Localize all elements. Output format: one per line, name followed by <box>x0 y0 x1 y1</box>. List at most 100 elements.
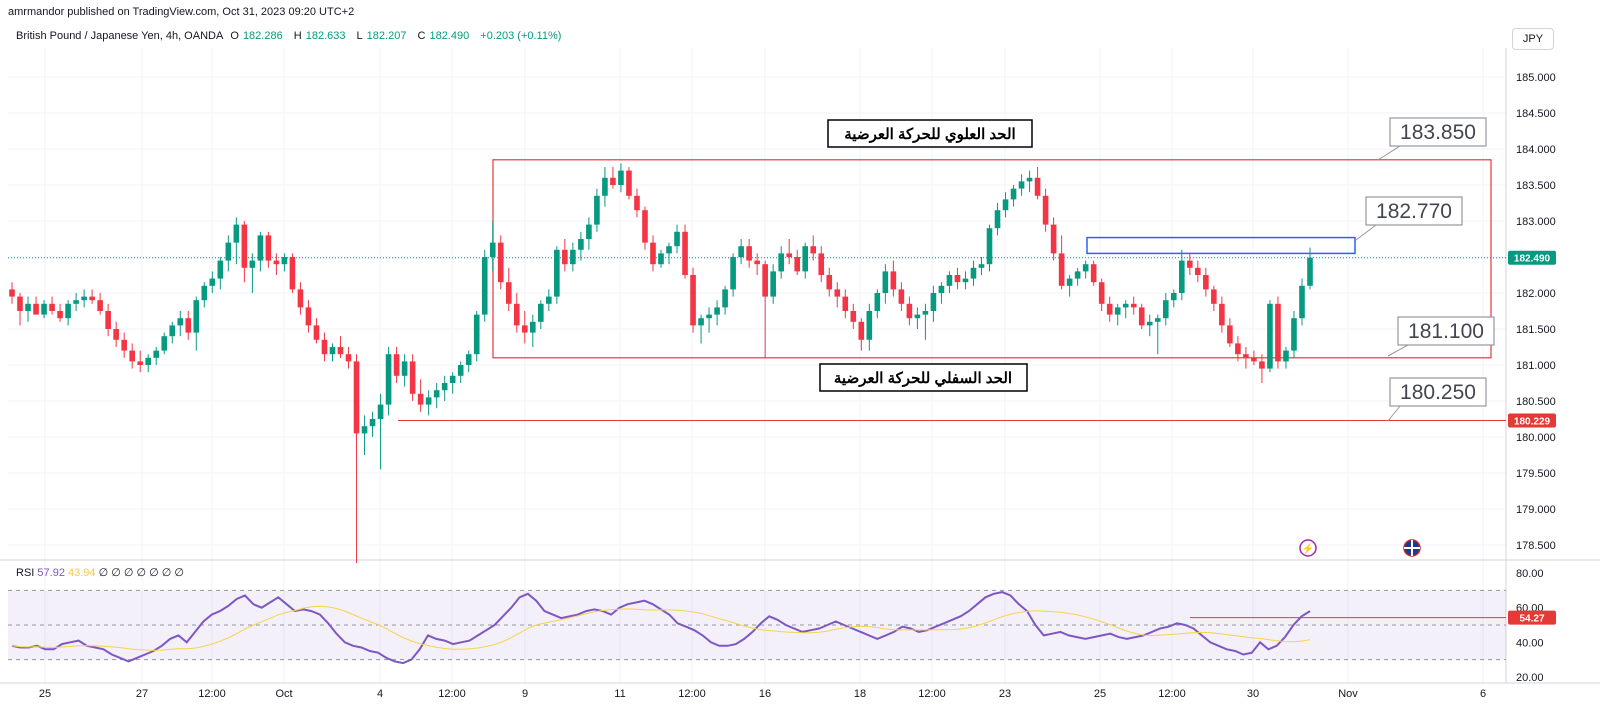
candle-body <box>1018 181 1025 189</box>
candle-body <box>938 285 945 293</box>
candle-body <box>409 361 416 394</box>
candle-body <box>906 303 913 319</box>
candle-body <box>626 170 632 196</box>
candle-body <box>1227 325 1233 344</box>
candle-body <box>1307 257 1313 286</box>
candle-body <box>770 271 776 297</box>
ohlc-low: L 182.207 <box>356 30 407 42</box>
candle-body <box>794 257 801 272</box>
time-tick-label: 12:00 <box>198 688 226 700</box>
rsi-tick-label: 20.00 <box>1516 672 1544 684</box>
candle-body <box>1259 361 1265 369</box>
candle-body <box>209 278 216 286</box>
candle-body <box>1187 260 1193 268</box>
candle-body <box>1114 307 1121 315</box>
level-callout-label: 180.250 <box>1400 381 1476 404</box>
resistance-zone-box <box>1086 236 1356 255</box>
level-callout-pointer <box>1355 224 1377 241</box>
time-tick-label: 23 <box>999 688 1011 700</box>
candle-body <box>714 307 720 315</box>
candle-body <box>666 246 672 254</box>
candle-body <box>377 404 384 419</box>
candle-body <box>698 318 704 326</box>
candle-body <box>321 339 328 355</box>
candle-body <box>674 231 680 247</box>
level-callout-box <box>1365 196 1463 226</box>
candle-body <box>505 282 512 304</box>
rsi-tick-label: 40.00 <box>1516 637 1544 649</box>
level-callout-label: 182.770 <box>1376 200 1452 223</box>
candle-body <box>930 293 937 311</box>
time-tick-label: 27 <box>136 688 148 700</box>
candle-body <box>521 325 528 333</box>
candle-body <box>489 242 496 257</box>
candle-body <box>433 390 440 398</box>
candle-body <box>570 249 576 265</box>
candle-body <box>33 303 39 315</box>
candle-body <box>73 300 79 304</box>
candle-body <box>1211 289 1217 304</box>
candle-body <box>810 246 817 254</box>
candle-body <box>1146 321 1153 326</box>
candle-body <box>1203 275 1209 290</box>
price-tick-label: 180.000 <box>1516 432 1556 444</box>
candle-body <box>962 278 969 283</box>
price-tick-label: 184.000 <box>1516 144 1556 156</box>
candle-body <box>1066 278 1073 286</box>
candle-body <box>313 325 320 340</box>
candle-body <box>497 242 504 283</box>
candle-body <box>1275 303 1281 362</box>
candle-body <box>57 311 63 319</box>
candle-body <box>105 311 111 329</box>
candle-body <box>1154 318 1161 322</box>
candle-body <box>65 303 71 319</box>
candle-body <box>137 361 144 365</box>
candle-body <box>257 235 264 261</box>
time-tick-label: 25 <box>39 688 51 700</box>
symbol-name: British Pound / Japanese Yen, 4h, OANDA <box>16 30 224 42</box>
candle-body <box>1042 195 1049 225</box>
candle-body <box>762 264 768 297</box>
time-tick-label: 12:00 <box>438 688 466 700</box>
candle-body <box>1106 303 1113 315</box>
candle-body <box>41 303 47 315</box>
candle-body <box>842 296 849 311</box>
rsi-params: ∅ ∅ ∅ ∅ ∅ ∅ ∅ <box>98 567 185 579</box>
price-tick-label: 183.500 <box>1516 180 1556 192</box>
candle-body <box>345 354 352 362</box>
time-tick-label: Oct <box>275 688 292 700</box>
symbol-legend: British Pound / Japanese Yen, 4h, OANDA … <box>16 30 565 42</box>
candle-body <box>610 177 616 185</box>
candle-body <box>529 321 536 333</box>
candle-body <box>281 257 288 265</box>
candle-body <box>978 264 985 268</box>
candle-body <box>361 426 368 434</box>
candle-body <box>449 375 456 383</box>
ohlc-high: H 182.633 <box>293 30 346 42</box>
candle-body <box>1034 177 1041 196</box>
upper-annotation-box <box>827 119 1033 148</box>
candle-body <box>898 289 905 304</box>
candle-body <box>706 314 712 319</box>
price-tick-label: 179.500 <box>1516 468 1556 480</box>
time-tick-label: Nov <box>1338 688 1358 700</box>
candle-body <box>9 289 15 297</box>
candle-body <box>329 347 336 355</box>
candle-body <box>265 235 272 261</box>
candle-body <box>1098 282 1105 304</box>
candle-body <box>481 257 488 315</box>
candle-body <box>578 239 584 250</box>
ohlc-open: O 182.286 <box>230 30 283 42</box>
currency-button[interactable]: JPY <box>1512 28 1554 50</box>
candle-body <box>650 242 656 265</box>
candle-body <box>233 224 240 243</box>
candle-body <box>754 260 760 265</box>
candle-body <box>1170 293 1177 301</box>
candle-body <box>1178 260 1185 293</box>
candle-body <box>538 303 544 322</box>
time-tick-label: 25 <box>1094 688 1106 700</box>
rsi-legend: RSI 57.92 43.94 ∅ ∅ ∅ ∅ ∅ ∅ ∅ <box>16 566 184 579</box>
rsi-value: 57.92 <box>37 567 65 579</box>
candle-body <box>970 267 977 279</box>
